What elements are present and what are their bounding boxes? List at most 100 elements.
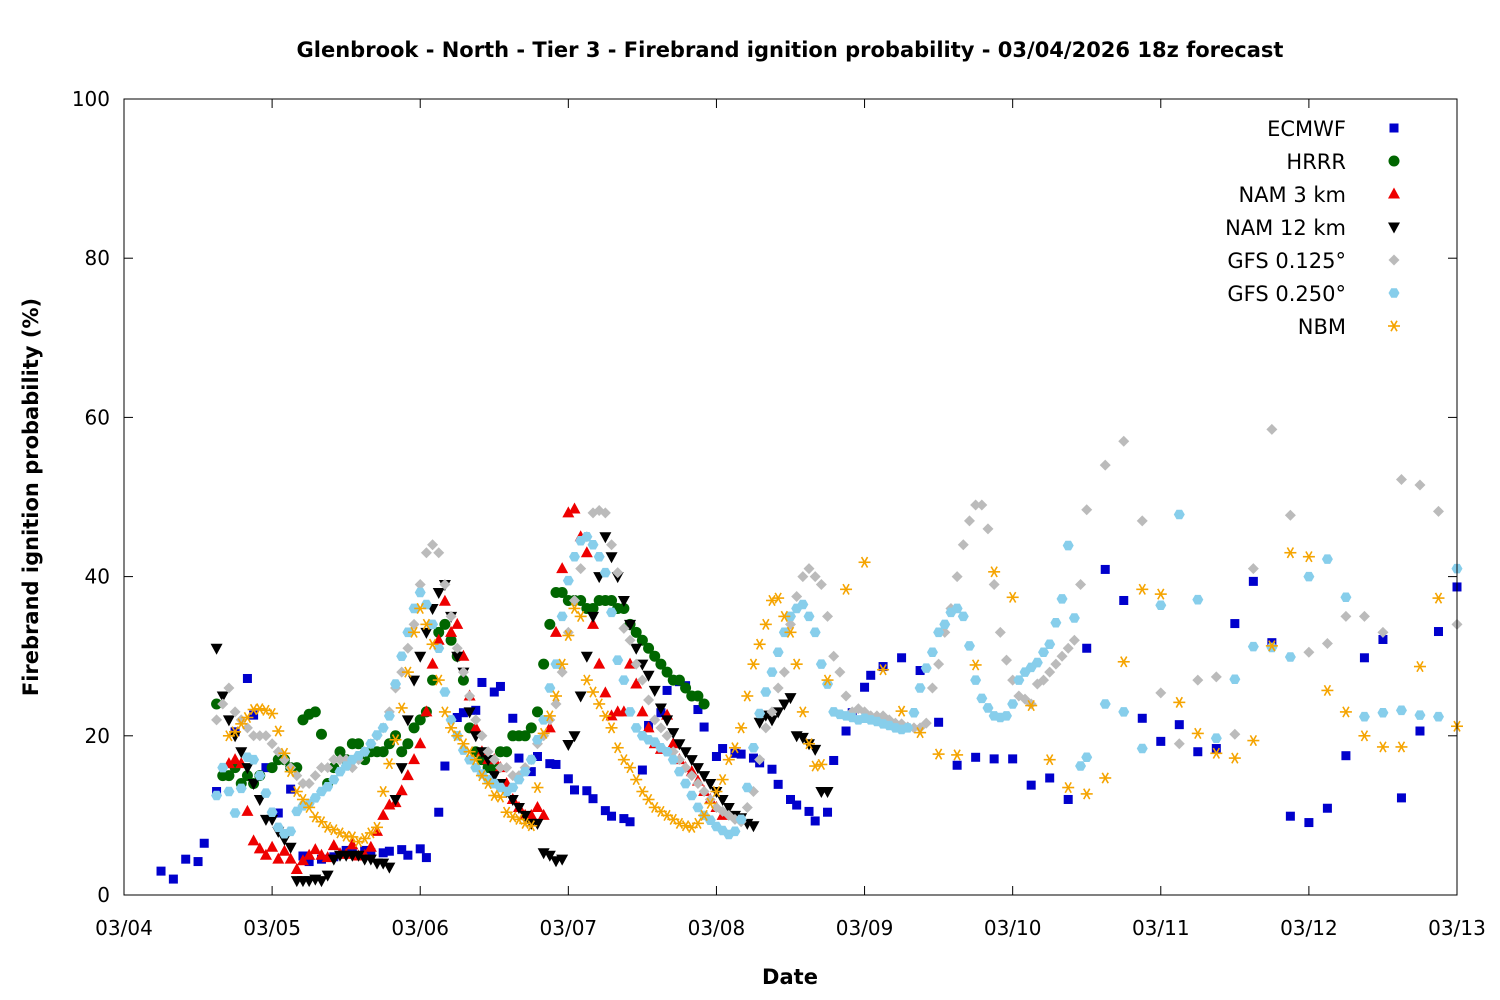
data-point-ecmwf	[156, 866, 166, 876]
data-point-ecmwf	[773, 779, 783, 789]
data-point-hrrr	[587, 602, 599, 614]
data-point-nbm	[704, 797, 717, 810]
data-point-nbm	[556, 658, 569, 670]
legend-entry-gfs-0-125: GFS 0.125°	[1227, 249, 1400, 273]
data-point-gfs-0-125	[223, 682, 235, 694]
data-point-hrrr	[661, 666, 673, 678]
data-point-ecmwf	[1396, 793, 1406, 803]
data-point-nbm	[599, 710, 612, 722]
data-point-nam-12-km	[229, 731, 242, 743]
data-point-ecmwf	[1359, 653, 1369, 663]
data-point-gfs-0-250	[624, 707, 636, 717]
data-point-gfs-0-125	[451, 642, 463, 654]
data-point-ecmwf	[1082, 643, 1092, 653]
y-tick-label: 100	[72, 87, 110, 111]
data-point-gfs-0-250	[525, 754, 537, 765]
data-point-nbm	[290, 785, 303, 798]
data-point-gfs-0-250	[1056, 594, 1068, 604]
data-point-nam-3-km	[247, 834, 260, 846]
data-point-hrrr	[439, 618, 451, 630]
data-point-gfs-0-250	[630, 723, 642, 733]
data-point-gfs-0-250	[1229, 674, 1241, 685]
data-point-nbm	[457, 738, 470, 750]
data-point-gfs-0-250	[1303, 571, 1315, 582]
data-point-nbm	[543, 710, 556, 722]
data-point-gfs-0-125	[982, 523, 994, 535]
data-point-gfs-0-250	[760, 687, 772, 697]
data-point-nbm	[469, 754, 482, 766]
data-point-gfs-0-250	[766, 667, 778, 677]
data-point-gfs-0-125	[488, 754, 500, 766]
data-point-ecmwf	[403, 850, 413, 860]
data-point-ecmwf	[286, 784, 296, 794]
data-point-gfs-0-250	[1099, 699, 1111, 709]
data-point-hrrr	[630, 626, 642, 638]
y-axis-title: Firebrand ignition probability (%)	[19, 298, 43, 696]
data-point-gfs-0-125	[494, 762, 506, 774]
data-point-nam-12-km	[722, 802, 735, 814]
data-point-nam-12-km	[389, 794, 402, 806]
data-point-ecmwf	[767, 764, 777, 774]
data-point-gfs-0-250	[747, 742, 759, 753]
data-point-hrrr	[544, 618, 556, 630]
data-point-hrrr	[390, 730, 402, 742]
data-point-nbm	[1191, 727, 1204, 740]
data-point-nam-12-km	[661, 715, 674, 727]
data-point-ecmwf	[823, 807, 833, 817]
data-point-ecmwf	[989, 754, 999, 764]
data-point-nam-12-km	[747, 821, 760, 833]
data-point-gfs-0-250	[359, 746, 371, 757]
data-point-nbm	[1062, 781, 1075, 794]
data-point-hrrr	[383, 738, 395, 750]
data-point-gfs-0-250	[1414, 710, 1426, 720]
data-point-nbm	[698, 809, 711, 821]
chart-title: Glenbrook - North - Tier 3 - Firebrand i…	[297, 38, 1284, 62]
data-point-nbm	[784, 626, 797, 638]
data-point-gfs-0-125	[1377, 626, 1389, 638]
data-point-ecmwf	[878, 662, 888, 672]
data-point-gfs-0-250	[939, 619, 951, 630]
data-point-nbm	[1265, 640, 1278, 652]
data-point-gfs-0-250	[951, 603, 963, 614]
data-point-gfs-0-125	[760, 722, 772, 734]
data-point-gfs-0-250	[1358, 711, 1370, 722]
data-point-nam-3-km	[543, 721, 556, 733]
data-point-hrrr	[315, 728, 327, 740]
data-point-gfs-0-125	[291, 770, 303, 782]
data-point-gfs-0-250	[371, 730, 383, 740]
data-point-nbm	[951, 749, 964, 761]
data-point-nam-3-km	[451, 617, 464, 629]
data-point-gfs-0-125	[606, 539, 618, 551]
data-point-gfs-0-125	[815, 579, 827, 591]
data-point-ecmwf	[489, 687, 499, 697]
data-point-gfs-0-250	[593, 551, 605, 562]
data-point-gfs-0-125	[741, 801, 753, 813]
data-point-ecmwf	[866, 670, 876, 680]
data-point-nam-12-km	[414, 651, 427, 663]
data-point-ecmwf	[915, 666, 925, 676]
data-point-nbm	[1358, 730, 1371, 742]
data-point-gfs-0-250	[822, 679, 834, 689]
data-point-gfs-0-125	[599, 507, 611, 519]
data-point-gfs-0-250	[377, 723, 389, 733]
data-point-ecmwf	[693, 705, 703, 715]
data-point-hrrr	[525, 722, 537, 734]
data-point-ecmwf	[786, 794, 795, 804]
data-point-gfs-0-250	[809, 627, 821, 638]
legend-marker-nam-3-km	[1388, 187, 1400, 199]
data-point-gfs-0-250	[704, 815, 716, 825]
data-point-hrrr	[618, 602, 630, 614]
data-point-hrrr	[445, 634, 457, 646]
data-point-nam-12-km	[796, 732, 809, 744]
data-point-gfs-0-125	[624, 634, 636, 646]
data-point-nbm	[1136, 583, 1149, 595]
data-point-nam-12-km	[605, 552, 618, 564]
data-point-nam-3-km	[284, 852, 297, 864]
data-point-nbm	[796, 706, 809, 718]
data-point-nbm	[778, 610, 791, 622]
data-point-nam-3-km	[395, 784, 408, 796]
data-point-gfs-0-250	[741, 782, 753, 793]
data-point-gfs-0-250	[1321, 554, 1333, 564]
y-tick-label: 60	[85, 405, 110, 429]
